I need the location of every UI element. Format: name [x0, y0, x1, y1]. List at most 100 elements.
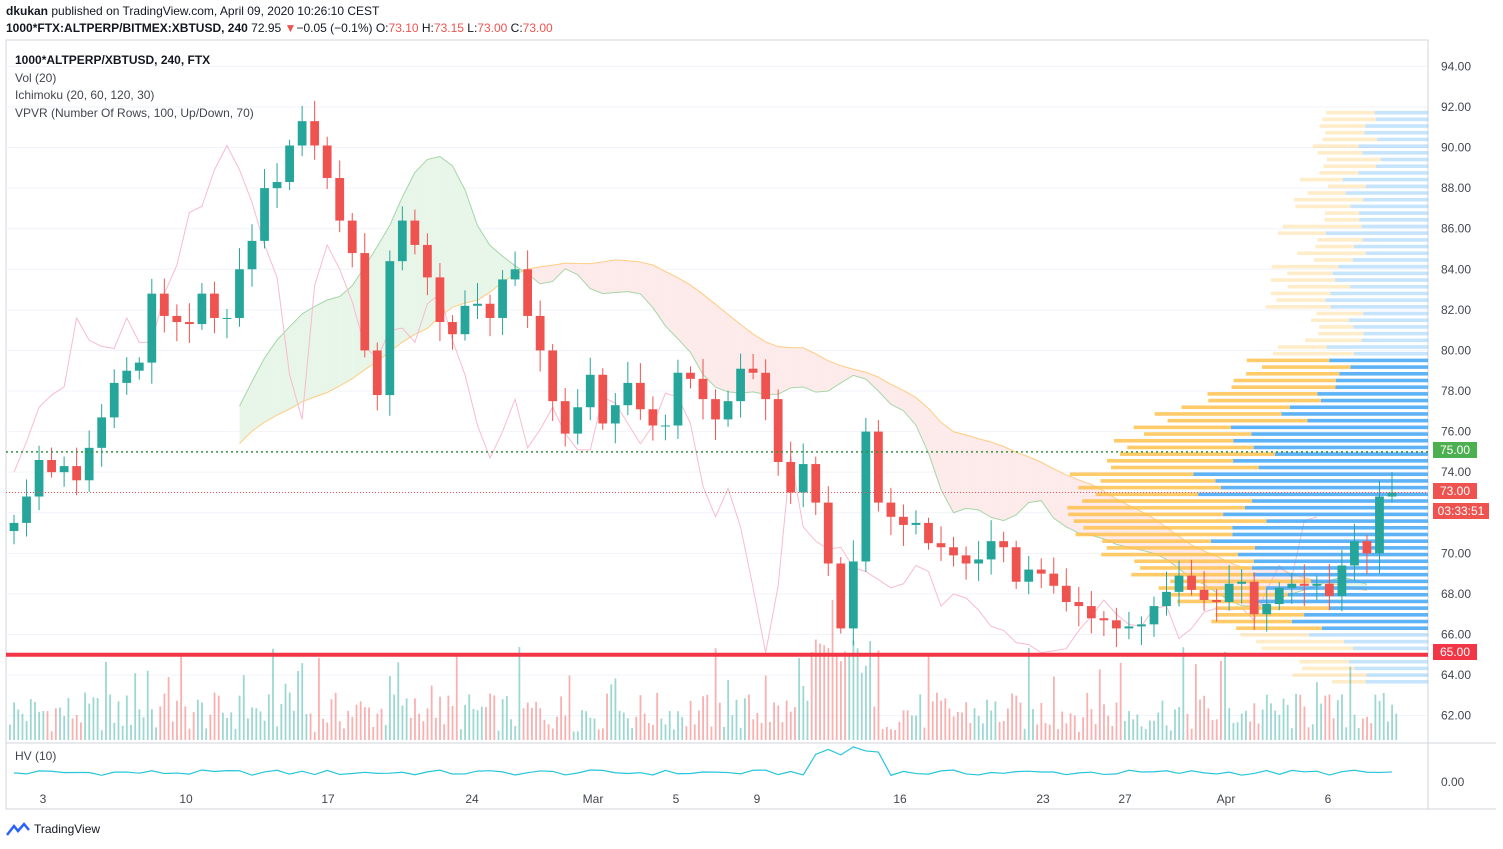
change-arrow: ▼ — [284, 21, 297, 35]
candle-body — [1162, 591, 1171, 607]
candle-body — [623, 382, 633, 406]
candle-body — [197, 293, 207, 325]
author-name[interactable]: dkukan — [6, 4, 49, 18]
y-tick-label: 76.00 — [1441, 425, 1471, 439]
candle-body — [974, 559, 983, 564]
x-tick-label: 3 — [40, 792, 47, 806]
x-tick-label: Mar — [583, 792, 604, 806]
countdown-label-bg — [1433, 503, 1489, 519]
candle-body — [97, 417, 107, 448]
red-line-label: 65.00 — [1440, 645, 1470, 659]
axes: 62.0064.0066.0068.0070.0072.0074.0076.00… — [40, 59, 1472, 806]
candle-body — [999, 541, 1009, 548]
legend-vpvr[interactable]: VPVR (Number Of Rows, 100, Up/Down, 70) — [15, 105, 254, 120]
candle-body — [861, 431, 871, 562]
candle-body — [1112, 620, 1121, 629]
candle-body — [1324, 583, 1334, 596]
candle-body — [848, 561, 858, 629]
candle-body — [360, 253, 370, 351]
legend-hv[interactable]: HV (10) — [15, 749, 57, 763]
candle-body — [548, 350, 558, 402]
current-price-label: 73.00 — [1440, 484, 1470, 498]
candle-body — [347, 220, 357, 254]
candle-body — [1174, 575, 1184, 592]
candle-body — [460, 305, 470, 335]
y-tick-label: 90.00 — [1441, 141, 1471, 155]
candle-body — [247, 240, 257, 270]
candle-body — [498, 279, 507, 318]
x-tick-label: 6 — [1325, 792, 1332, 806]
hv-line — [13, 746, 1393, 777]
candle-body — [210, 293, 219, 318]
candle-body — [886, 502, 896, 517]
candle-body — [385, 261, 395, 396]
candle-body — [1287, 583, 1297, 588]
legend-ichimoku[interactable]: Ichimoku (20, 60, 120, 30) — [15, 88, 155, 102]
candle-body — [510, 269, 520, 280]
candle-body — [260, 188, 269, 241]
tradingview-brand[interactable]: TradingView — [6, 822, 100, 836]
candle-body — [1137, 624, 1146, 627]
x-tick-label: 16 — [893, 792, 907, 806]
candle-body — [1024, 569, 1034, 582]
y-tick-label: 80.00 — [1441, 343, 1471, 357]
candle-body — [159, 293, 169, 316]
candle-body — [235, 269, 244, 318]
candle-body — [184, 322, 194, 325]
candle-body — [873, 431, 883, 503]
hv-pane — [13, 746, 1393, 777]
candlestick-series — [9, 100, 1397, 648]
green-line-label: 75.00 — [1440, 443, 1470, 457]
high-label: H: — [421, 21, 434, 35]
y-tick-label: 94.00 — [1441, 59, 1471, 73]
candle-body — [635, 382, 645, 410]
candle-body — [1124, 626, 1134, 629]
open-value: 73.10 — [388, 21, 419, 35]
candle-body — [485, 303, 495, 318]
candle-body — [761, 372, 771, 400]
candle-body — [473, 303, 482, 306]
candle-body — [222, 317, 232, 319]
x-tick-label: Apr — [1217, 792, 1236, 806]
candle-body — [1387, 492, 1397, 497]
legend-vol[interactable]: Vol (20) — [15, 70, 57, 85]
price-labels: 75.00 73.00 03:33:51 65.00 0.00 — [1433, 442, 1489, 789]
horizontal-lines[interactable] — [6, 451, 1428, 657]
candle-body — [147, 293, 157, 363]
candle-body — [911, 522, 921, 525]
candle-body — [610, 405, 620, 424]
candle-body — [1362, 541, 1372, 554]
candle-body — [661, 425, 670, 427]
publish-line: dkukan published on TradingView.com, Apr… — [6, 4, 379, 18]
candle-body — [1049, 573, 1059, 586]
candle-body — [72, 466, 82, 481]
candle-body — [811, 464, 821, 503]
x-tick-label: 23 — [1036, 792, 1050, 806]
candle-body — [372, 350, 382, 396]
candle-body — [1237, 581, 1247, 584]
candle-body — [698, 378, 708, 400]
candle-body — [272, 182, 282, 189]
candle-body — [448, 322, 457, 335]
candle-body — [1224, 583, 1234, 603]
high-value: 73.15 — [433, 21, 464, 35]
x-tick-label: 27 — [1118, 792, 1132, 806]
x-tick-label: 24 — [465, 792, 479, 806]
candle-body — [648, 409, 658, 426]
last-price: 72.95 — [251, 21, 282, 35]
publish-text: published on TradingView.com, April 09, … — [51, 4, 380, 18]
candle-body — [786, 462, 796, 493]
x-tick-label: 5 — [673, 792, 680, 806]
candle-body — [134, 362, 144, 371]
hv-zero-label: 0.00 — [1441, 775, 1465, 789]
candle-body — [924, 522, 933, 544]
close-label: C: — [510, 21, 523, 35]
y-tick-label: 62.00 — [1441, 709, 1471, 723]
brand-text: TradingView — [34, 822, 101, 836]
y-tick-label: 66.00 — [1441, 627, 1471, 641]
legend-symbol[interactable]: 1000*ALTPERP/XBTUSD, 240, FTX — [15, 53, 211, 67]
candle-body — [297, 121, 307, 146]
candle-body — [397, 220, 407, 262]
candle-body — [410, 220, 420, 245]
